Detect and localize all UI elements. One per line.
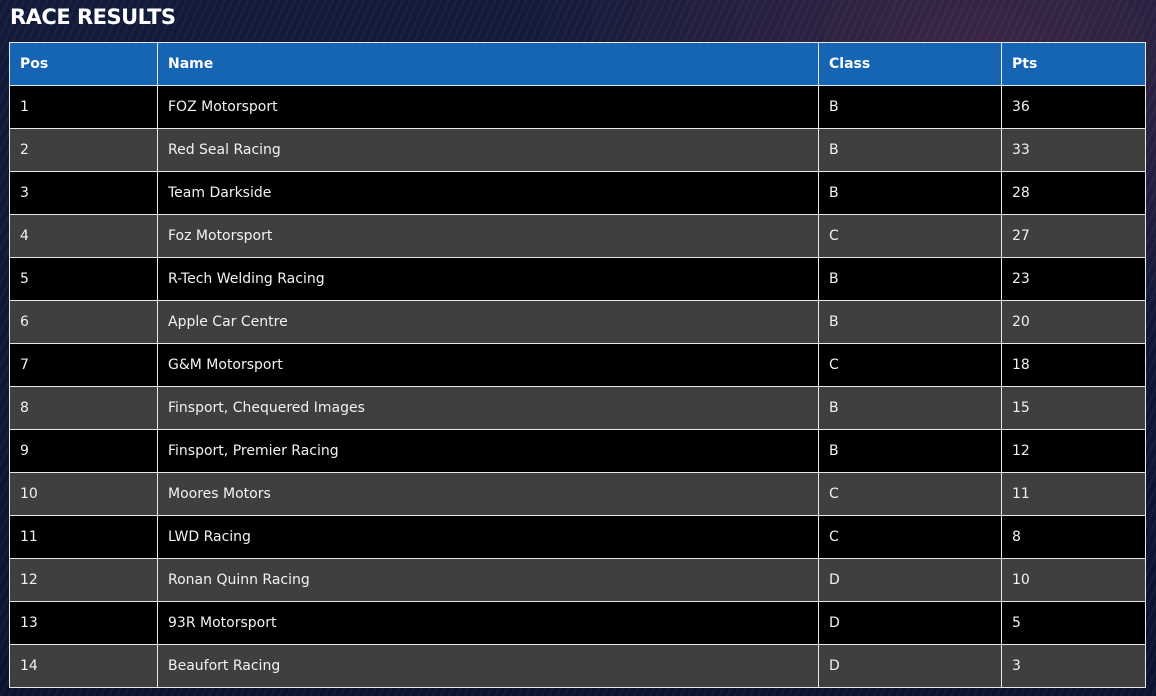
cell-pos: 4 [9, 214, 158, 258]
cell-name: Team Darkside [157, 171, 819, 215]
cell-name: Moores Motors [157, 472, 819, 516]
cell-pos: 1 [9, 85, 158, 129]
column-header-pos: Pos [9, 42, 158, 86]
cell-class: B [818, 128, 1002, 172]
cell-pts: 12 [1001, 429, 1146, 473]
cell-pts: 11 [1001, 472, 1146, 516]
table-row: 14 Beaufort Racing D 3 [9, 644, 1146, 688]
cell-name: LWD Racing [157, 515, 819, 559]
cell-pts: 36 [1001, 85, 1146, 129]
cell-pts: 33 [1001, 128, 1146, 172]
table-row: 1 FOZ Motorsport B 36 [9, 85, 1146, 129]
cell-class: D [818, 644, 1002, 688]
cell-pos: 5 [9, 257, 158, 301]
cell-name: Finsport, Chequered Images [157, 386, 819, 430]
column-header-name: Name [157, 42, 819, 86]
table-row: 8 Finsport, Chequered Images B 15 [9, 386, 1146, 430]
table-row: 6 Apple Car Centre B 20 [9, 300, 1146, 344]
cell-pos: 2 [9, 128, 158, 172]
cell-pts: 27 [1001, 214, 1146, 258]
cell-pts: 3 [1001, 644, 1146, 688]
cell-class: C [818, 515, 1002, 559]
cell-pos: 10 [9, 472, 158, 516]
table-row: 7 G&M Motorsport C 18 [9, 343, 1146, 387]
column-header-class: Class [818, 42, 1002, 86]
cell-class: D [818, 558, 1002, 602]
cell-class: C [818, 214, 1002, 258]
cell-name: Finsport, Premier Racing [157, 429, 819, 473]
cell-name: Beaufort Racing [157, 644, 819, 688]
results-table: Pos Name Class Pts 1 FOZ Motorsport B 36 2 Re… [9, 42, 1146, 688]
cell-class: C [818, 472, 1002, 516]
cell-class: B [818, 171, 1002, 215]
cell-pos: 6 [9, 300, 158, 344]
cell-pts: 5 [1001, 601, 1146, 645]
cell-name: G&M Motorsport [157, 343, 819, 387]
cell-pts: 20 [1001, 300, 1146, 344]
cell-pos: 8 [9, 386, 158, 430]
table-row: 13 93R Motorsport D 5 [9, 601, 1146, 645]
cell-name: Ronan Quinn Racing [157, 558, 819, 602]
cell-pos: 11 [9, 515, 158, 559]
table-row: 9 Finsport, Premier Racing B 12 [9, 429, 1146, 473]
cell-name: Foz Motorsport [157, 214, 819, 258]
cell-name: Red Seal Racing [157, 128, 819, 172]
table-row: 5 R-Tech Welding Racing B 23 [9, 257, 1146, 301]
cell-class: B [818, 85, 1002, 129]
page-title: RACE RESULTS [10, 5, 176, 29]
table-row: 3 Team Darkside B 28 [9, 171, 1146, 215]
cell-pts: 15 [1001, 386, 1146, 430]
cell-pts: 8 [1001, 515, 1146, 559]
cell-class: B [818, 300, 1002, 344]
cell-pts: 28 [1001, 171, 1146, 215]
cell-pos: 7 [9, 343, 158, 387]
table-row: 2 Red Seal Racing B 33 [9, 128, 1146, 172]
table-row: 12 Ronan Quinn Racing D 10 [9, 558, 1146, 602]
table-header-row: Pos Name Class Pts [9, 42, 1146, 86]
cell-pos: 3 [9, 171, 158, 215]
cell-pts: 10 [1001, 558, 1146, 602]
results-table-body: 1 FOZ Motorsport B 36 2 Red Seal Racing B 33 3 Te… [9, 85, 1146, 688]
cell-name: Apple Car Centre [157, 300, 819, 344]
cell-pos: 14 [9, 644, 158, 688]
table-row: 11 LWD Racing C 8 [9, 515, 1146, 559]
cell-name: 93R Motorsport [157, 601, 819, 645]
cell-class: B [818, 386, 1002, 430]
cell-pts: 18 [1001, 343, 1146, 387]
cell-pos: 13 [9, 601, 158, 645]
cell-pts: 23 [1001, 257, 1146, 301]
cell-name: R-Tech Welding Racing [157, 257, 819, 301]
cell-pos: 9 [9, 429, 158, 473]
cell-class: C [818, 343, 1002, 387]
column-header-pts: Pts [1001, 42, 1146, 86]
cell-class: B [818, 429, 1002, 473]
table-row: 4 Foz Motorsport C 27 [9, 214, 1146, 258]
cell-class: D [818, 601, 1002, 645]
cell-class: B [818, 257, 1002, 301]
table-row: 10 Moores Motors C 11 [9, 472, 1146, 516]
cell-name: FOZ Motorsport [157, 85, 819, 129]
cell-pos: 12 [9, 558, 158, 602]
